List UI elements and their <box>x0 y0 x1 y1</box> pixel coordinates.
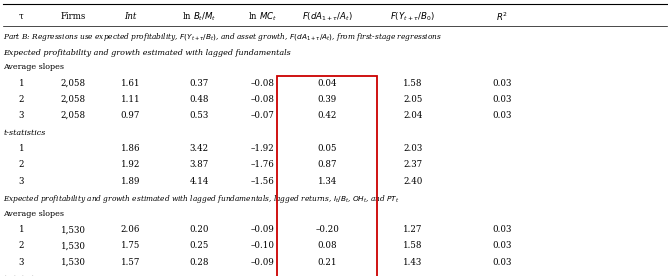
Text: Average slopes: Average slopes <box>3 63 64 71</box>
Text: Expected profitability and growth estimated with lagged fundamentals: Expected profitability and growth estima… <box>3 49 291 57</box>
Text: 0.08: 0.08 <box>317 242 337 250</box>
Text: 2: 2 <box>19 242 24 250</box>
Text: 2.05: 2.05 <box>403 95 423 104</box>
Text: 2,058: 2,058 <box>61 95 86 104</box>
Text: 0.48: 0.48 <box>189 95 209 104</box>
Text: 2.04: 2.04 <box>403 111 423 120</box>
Text: Expected profitability and growth estimated with lagged fundamentals, lagged ret: Expected profitability and growth estima… <box>3 193 400 205</box>
Text: t-statistics: t-statistics <box>3 275 45 276</box>
Bar <box>277 76 377 276</box>
Text: 0.03: 0.03 <box>492 242 512 250</box>
Text: 2,058: 2,058 <box>61 79 86 88</box>
Text: 0.21: 0.21 <box>317 258 337 267</box>
Text: 4.14: 4.14 <box>189 177 209 185</box>
Text: Int: Int <box>124 12 136 21</box>
Text: 1,530: 1,530 <box>61 242 86 250</box>
Text: Average slopes: Average slopes <box>3 210 64 218</box>
Text: $F(Y_{t+\tau}/B_0)$: $F(Y_{t+\tau}/B_0)$ <box>391 10 435 23</box>
Text: 1: 1 <box>19 79 24 88</box>
Text: 1.57: 1.57 <box>120 258 140 267</box>
Text: 0.87: 0.87 <box>317 160 337 169</box>
Text: 3.42: 3.42 <box>190 144 208 153</box>
Text: Firms: Firms <box>61 12 86 21</box>
Text: 3: 3 <box>19 177 24 185</box>
Text: ln $MC_t$: ln $MC_t$ <box>248 10 277 23</box>
Text: –0.10: –0.10 <box>250 242 275 250</box>
Text: 0.53: 0.53 <box>190 111 208 120</box>
Text: 1,530: 1,530 <box>61 225 86 234</box>
Text: 2.40: 2.40 <box>403 177 423 185</box>
Text: 1.27: 1.27 <box>403 225 423 234</box>
Text: 3: 3 <box>19 111 24 120</box>
Text: 1.58: 1.58 <box>403 242 423 250</box>
Text: 2: 2 <box>19 95 24 104</box>
Text: 1.75: 1.75 <box>120 242 140 250</box>
Text: 2,058: 2,058 <box>61 111 86 120</box>
Text: t-statistics: t-statistics <box>3 129 45 137</box>
Text: 1.61: 1.61 <box>120 79 140 88</box>
Text: ln $B_t/M_t$: ln $B_t/M_t$ <box>182 10 216 23</box>
Text: 0.03: 0.03 <box>492 225 512 234</box>
Text: 1,530: 1,530 <box>61 258 86 267</box>
Text: 0.05: 0.05 <box>317 144 337 153</box>
Text: 3.87: 3.87 <box>190 160 208 169</box>
Text: 0.39: 0.39 <box>318 95 337 104</box>
Text: $R^2$: $R^2$ <box>496 10 508 23</box>
Text: 2.03: 2.03 <box>403 144 422 153</box>
Text: –1.76: –1.76 <box>250 160 275 169</box>
Text: 0.03: 0.03 <box>492 258 512 267</box>
Text: 1.92: 1.92 <box>120 160 140 169</box>
Text: 0.04: 0.04 <box>317 79 337 88</box>
Text: 2: 2 <box>19 160 24 169</box>
Text: 3: 3 <box>19 258 24 267</box>
Text: 1.34: 1.34 <box>318 177 337 185</box>
Text: 0.42: 0.42 <box>317 111 337 120</box>
Text: 1.89: 1.89 <box>120 177 140 185</box>
Text: –0.08: –0.08 <box>250 95 275 104</box>
Text: 2.06: 2.06 <box>120 225 140 234</box>
Text: τ: τ <box>19 12 24 21</box>
Text: 2.37: 2.37 <box>403 160 422 169</box>
Text: –1.92: –1.92 <box>250 144 275 153</box>
Text: 0.03: 0.03 <box>492 95 512 104</box>
Text: 1.43: 1.43 <box>403 258 422 267</box>
Text: 1.58: 1.58 <box>403 79 423 88</box>
Text: –0.09: –0.09 <box>250 225 275 234</box>
Text: –0.20: –0.20 <box>315 225 339 234</box>
Text: 1: 1 <box>19 225 24 234</box>
Text: –0.09: –0.09 <box>250 258 275 267</box>
Text: –0.08: –0.08 <box>250 79 275 88</box>
Text: 0.03: 0.03 <box>492 79 512 88</box>
Text: 0.28: 0.28 <box>189 258 209 267</box>
Text: –1.56: –1.56 <box>250 177 275 185</box>
Text: –0.07: –0.07 <box>250 111 275 120</box>
Text: 0.97: 0.97 <box>120 111 140 120</box>
Text: 1: 1 <box>19 144 24 153</box>
Text: $F(dA_{1+\tau}/A_t)$: $F(dA_{1+\tau}/A_t)$ <box>302 10 353 23</box>
Text: Part B: Regressions use expected profitability, $F(Y_{t+\tau}/B_t)$, and asset g: Part B: Regressions use expected profita… <box>3 31 442 43</box>
Text: 1.86: 1.86 <box>120 144 140 153</box>
Text: 0.37: 0.37 <box>190 79 208 88</box>
Text: 0.03: 0.03 <box>492 111 512 120</box>
Text: 1.11: 1.11 <box>120 95 140 104</box>
Text: 0.20: 0.20 <box>189 225 209 234</box>
Text: 0.25: 0.25 <box>189 242 209 250</box>
